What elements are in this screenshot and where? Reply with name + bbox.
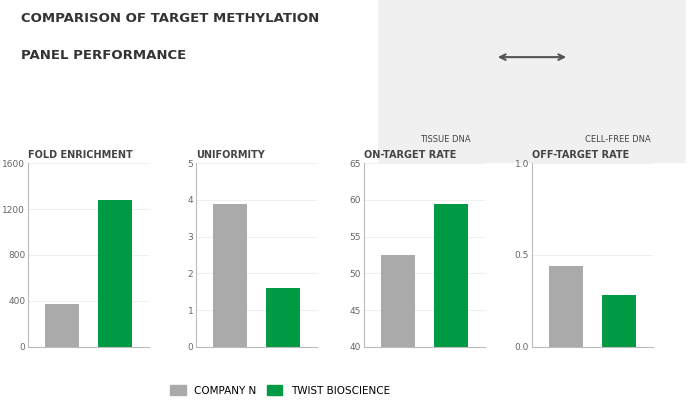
Text: TISSUE DNA: TISSUE DNA (421, 135, 471, 144)
Bar (98, 200, 132, 347)
Bar (381, 255, 415, 347)
Bar (602, 295, 636, 347)
Text: OFF-TARGET RATE: OFF-TARGET RATE (532, 150, 629, 160)
Text: CELL-FREE DNA: CELL-FREE DNA (585, 135, 651, 144)
Text: PANEL PERFORMANCE: PANEL PERFORMANCE (21, 49, 186, 62)
Text: FOLD ENRICHMENT: FOLD ENRICHMENT (28, 150, 133, 160)
Bar (434, 204, 468, 347)
Bar (549, 266, 583, 347)
Legend: COMPANY N, TWIST BIOSCIENCE: COMPANY N, TWIST BIOSCIENCE (167, 382, 393, 399)
Bar (266, 288, 300, 347)
Text: ON-TARGET RATE: ON-TARGET RATE (364, 150, 456, 160)
Text: COMPARISON OF TARGET METHYLATION: COMPARISON OF TARGET METHYLATION (21, 12, 319, 25)
Bar (213, 204, 247, 347)
Bar (45, 304, 79, 347)
Text: UNIFORMITY: UNIFORMITY (196, 150, 265, 160)
